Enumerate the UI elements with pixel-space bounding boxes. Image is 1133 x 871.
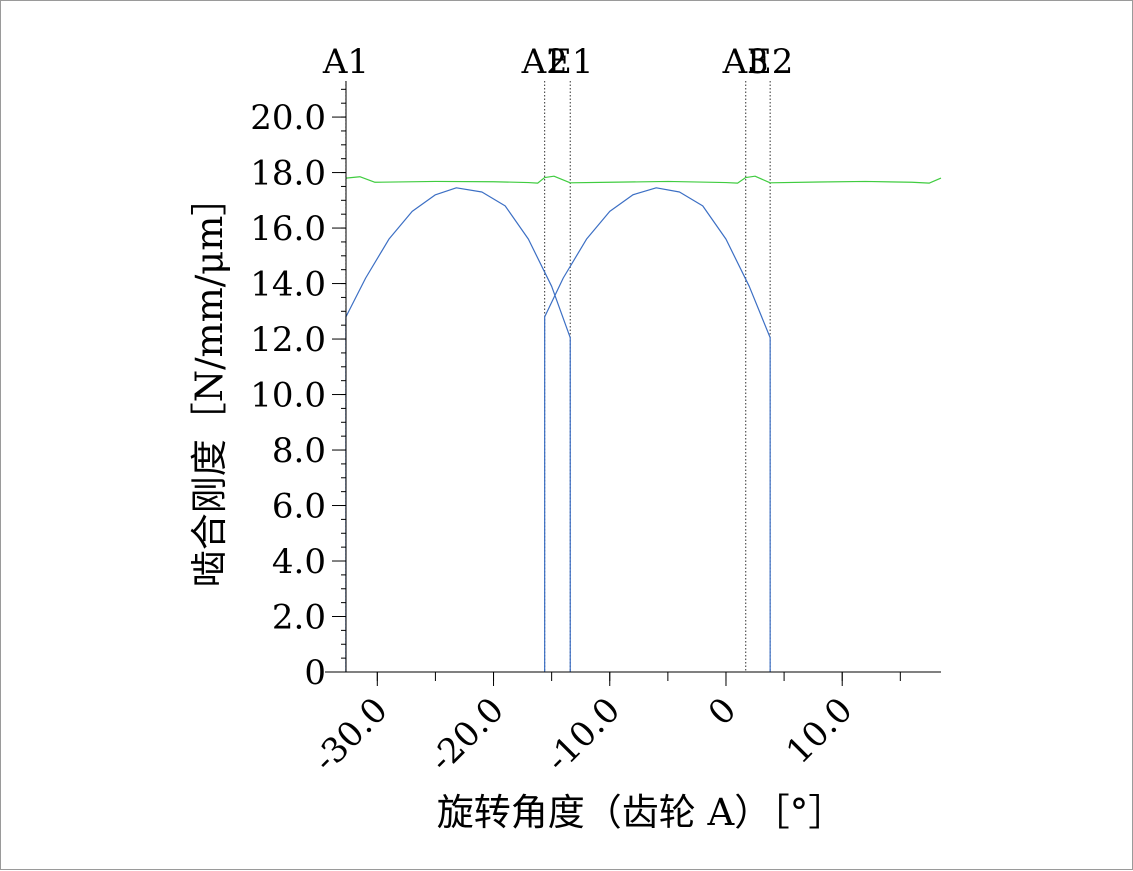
x-tick-label: -20.0 (422, 690, 512, 780)
marker-label-a2: A2 (521, 42, 568, 82)
y-tick-label: 12.0 (250, 320, 326, 360)
y-tick-label: 20.0 (250, 98, 326, 138)
marker-label-e1: E1 (547, 42, 593, 82)
series-layer (345, 175, 942, 672)
y-tick-label: 10.0 (250, 376, 326, 416)
single-tooth-stiffness-line-2 (544, 187, 771, 672)
marker-label-e2: E2 (747, 42, 793, 82)
y-tick-label: 14.0 (250, 265, 326, 305)
y-tick-label: 6.0 (272, 487, 326, 527)
x-tick-label: -10.0 (538, 690, 628, 780)
single-tooth-stiffness-line-1 (345, 187, 571, 672)
y-tick-label: 2.0 (272, 598, 326, 638)
marker-label-a3: A3 (722, 42, 769, 82)
y-tick-label: 0 (304, 653, 326, 693)
y-tick-label: 8.0 (272, 431, 326, 471)
y-axis-label: 啮合刚度［N/mm/μm］ (188, 179, 231, 588)
axes-layer: 0 2.0 4.0 6.0 8.0 10.0 12.0 14.0 16.0 18.0 20.0 -30… (250, 81, 941, 780)
x-axis-label: 旋转角度（齿轮 A）［°］ (437, 791, 845, 834)
y-tick-label: 18.0 (250, 154, 326, 194)
marker-label-a1: A1 (322, 42, 369, 82)
total-stiffness-line-1 (345, 175, 942, 184)
x-tick-label: 0 (701, 690, 745, 734)
label-layer: 啮合刚度［N/mm/μm］ 旋转角度（齿轮 A）［°］ (188, 179, 845, 834)
y-tick-label: 4.0 (272, 542, 326, 582)
x-tick-label: 10.0 (779, 690, 861, 772)
x-tick-label: -30.0 (306, 690, 396, 780)
y-tick-label: 16.0 (250, 209, 326, 249)
